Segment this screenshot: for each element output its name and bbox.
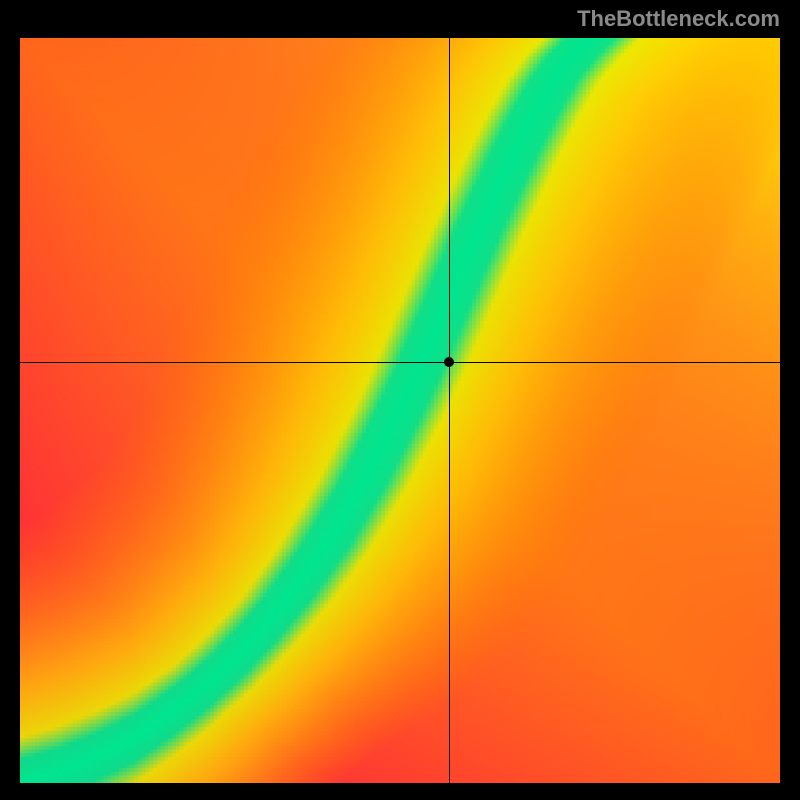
watermark-text: TheBottleneck.com [577,6,780,32]
crosshair-vertical [449,38,450,783]
selection-marker [444,357,454,367]
bottleneck-heatmap [20,38,780,783]
heatmap-canvas [20,38,780,783]
crosshair-horizontal [20,362,780,363]
